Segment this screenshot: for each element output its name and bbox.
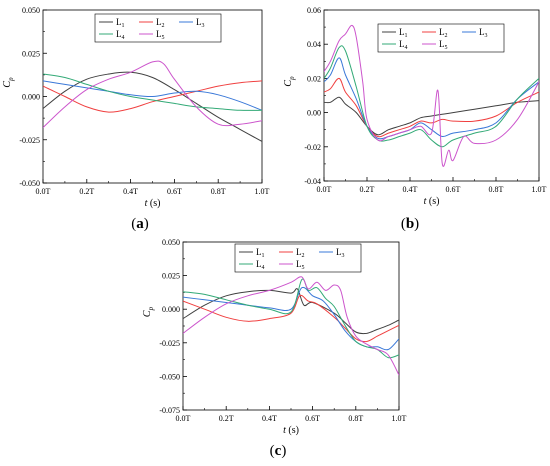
legend: L1 L2 L3 L4 L5 [377,23,505,53]
legend-label-l5: L5 [156,29,165,41]
y-tick-label: -0.02 [304,143,321,152]
y-tick-label: 0.04 [307,40,321,49]
x-tick-label: 1.0T [392,414,407,423]
y-tick-label: -0.025 [159,339,180,348]
x-tick-label: 0.6T [305,414,320,423]
y-tick-label: 0.050 [162,238,180,247]
x-tick-label: 0.6T [446,185,461,194]
series-line-l5 [43,60,262,128]
y-tick-label: 0.050 [22,6,40,15]
series-line-l4 [324,45,539,148]
x-tick-label: 0.8T [348,414,363,423]
y-tick-label: -0.050 [159,372,180,381]
legend-label-l4: L4 [399,39,408,51]
series-line-l1 [183,288,399,335]
legend-label-l4: L4 [116,29,125,41]
y-tick-label: 0.025 [162,272,180,281]
legend-label-l5: L5 [296,259,305,271]
x-tick-label: 0.0T [317,185,332,194]
series-line-l1 [43,71,262,142]
series-line-l1 [324,96,539,136]
legend-label-l2: L2 [156,17,165,29]
x-tick-label: 1.0T [255,187,270,196]
x-tick-label: 0.0T [176,414,191,423]
x-tick-label: 0.8T [489,185,504,194]
y-tick-label: 0.000 [22,93,40,102]
legend: L1 L2 L3 L4 L5 [94,13,222,43]
chart-panel-1: 0.0T 0.2T 0.4T 0.6T 0.8T 1.0T -0.050 -0.025 0.00… [2,6,270,209]
y-tick-label: 0.06 [307,6,321,15]
series-line-l5 [183,276,399,376]
panel-label: (b) [401,216,419,232]
x-tick-label: 0.2T [79,187,94,196]
y-tick-label: 0.00 [307,109,321,118]
x-tick-label: 0.4T [403,185,418,194]
y-tick-label: 0.000 [162,305,180,314]
x-tick-label: 1.0T [532,185,547,194]
panel-label: (c) [270,443,287,459]
legend-label-l3: L3 [196,17,205,29]
series-line-l4 [183,278,399,359]
x-axis-label: t (s) [145,198,161,209]
y-tick-label: -0.04 [304,177,321,186]
legend-label-l4: L4 [256,259,265,271]
x-tick-label: 0.0T [36,187,51,196]
series-line-l5 [324,24,539,167]
x-tick-label: 0.4T [262,414,277,423]
legend-box [377,23,505,53]
series-line-l3 [43,80,262,111]
y-axis-label: Cp [142,306,155,317]
legend-box [94,13,222,43]
legend-label-l2: L2 [296,247,305,259]
x-tick-label: 0.8T [211,187,226,196]
x-axis-label: t (s) [424,196,440,207]
legend-label-l1: L1 [116,17,125,29]
legend-label-l1: L1 [256,247,265,259]
series-line-l2 [324,77,539,138]
series-line-l3 [324,57,539,140]
x-axis-label: t (s) [283,425,299,436]
legend-label-l5: L5 [439,39,448,51]
y-tick-label: 0.025 [22,49,40,58]
series-line-l4 [43,73,262,111]
chart-panel-2: 0.0T 0.2T 0.4T 0.6T 0.8T 1.0T -0.04 -0.02 0.00 0.… [283,6,547,207]
y-axis-label: Cp [2,77,15,88]
x-tick-label: 0.6T [167,187,182,196]
x-tick-label: 0.2T [360,185,375,194]
legend-label-l2: L2 [439,27,448,39]
legend: L1 L2 L3 L4 L5 [234,243,362,273]
y-tick-label: -0.075 [159,406,180,415]
y-tick-label: -0.050 [19,179,40,188]
y-axis-label: Cp [283,76,296,87]
y-tick-label: 0.02 [307,74,321,83]
series-line-l2 [183,294,399,343]
legend-label-l3: L3 [479,27,488,39]
panel-label: (a) [131,216,149,232]
legend-label-l3: L3 [336,247,345,259]
legend-label-l1: L1 [399,27,408,39]
y-tick-label: -0.025 [19,136,40,145]
x-tick-label: 0.2T [219,414,234,423]
series-line-l2 [43,80,262,113]
chart-panel-3: 0.0T 0.2T 0.4T 0.6T 0.8T 1.0T -0.075 -0.050 -0.0… [142,238,407,436]
x-tick-label: 0.4T [123,187,138,196]
legend-box [234,243,362,273]
